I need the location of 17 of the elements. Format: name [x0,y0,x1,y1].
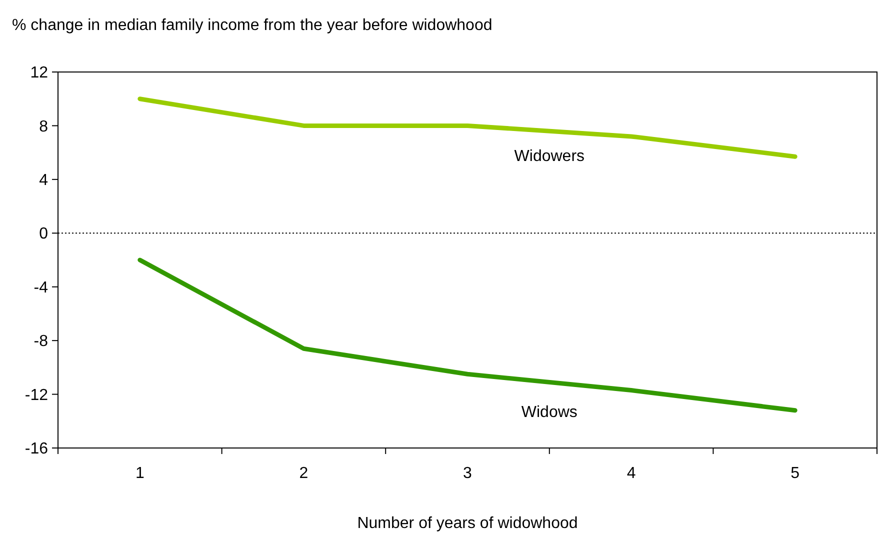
series-label: Widowers [514,148,585,166]
x-tick-label: 4 [626,465,636,482]
y-tick-label: 8 [39,118,48,136]
y-tick-label: -16 [24,440,48,458]
series-label: Widows [521,404,578,422]
y-tick-label: 12 [30,64,48,82]
x-tick-label: 5 [790,465,800,482]
x-tick-label: 2 [299,465,308,482]
x-tick-label: 3 [463,465,472,482]
chart-title: % change in median family income from the year before widowhood [12,17,492,34]
y-tick-label: -4 [34,279,48,296]
x-tick-label: 1 [135,465,144,482]
y-tick-label: -8 [34,333,48,350]
x-axis-title: Number of years of widowhood [357,515,578,532]
y-tick-label: -12 [24,386,48,404]
y-tick-label: 0 [39,226,48,243]
y-tick-label: 4 [39,172,48,190]
